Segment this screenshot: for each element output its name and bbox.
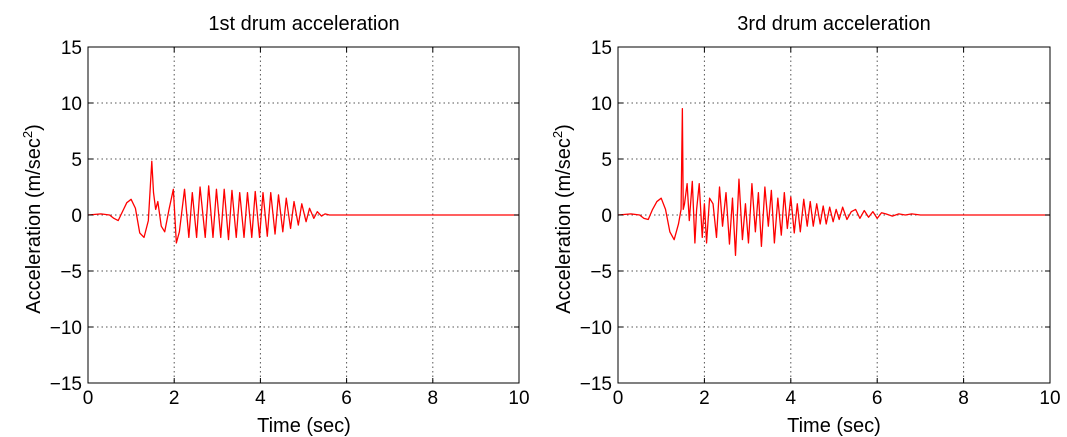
chart-panel-3rd-drum: 3rd drum acceleration Time (sec) Acceler… [550,13,1061,437]
chart-panel-1st-drum: 1st drum acceleration Time (sec) Acceler… [20,13,530,437]
x-tick-label: 8 [958,388,969,409]
y-tick-label: 5 [71,150,82,171]
y-tick-label: 10 [61,94,82,115]
x-tick-label: 2 [169,388,180,409]
series-line [87,160,519,244]
y-axis-label-close: ) [553,124,575,131]
x-tick-label: 10 [508,388,529,409]
x-tick-label: 8 [428,388,439,409]
y-tick-label: 15 [61,38,82,59]
y-axis-label-main: Acceleration (m/sec [553,138,575,314]
x-tick-label: 6 [872,388,883,409]
y-tick-label: −10 [580,318,612,339]
y-tick-label: 5 [601,150,612,171]
x-tick-label: 6 [341,388,352,409]
x-tick-label: 0 [83,388,94,409]
x-axis-label: Time (sec) [787,415,881,437]
x-tick-label: 2 [699,388,710,409]
x-tick-label: 4 [786,388,797,409]
y-axis-label: Acceleration (m/sec2) [20,124,45,314]
y-tick-label: −15 [580,374,612,395]
y-axis-label: Acceleration (m/sec2) [550,124,575,314]
y-tick-label: 0 [71,206,82,227]
y-axis-label-main: Acceleration (m/sec [23,138,45,314]
series-line [617,107,1050,256]
chart-title: 3rd drum acceleration [737,13,930,35]
x-tick-label: 10 [1039,388,1060,409]
y-tick-label: 15 [591,38,612,59]
x-tick-label: 4 [255,388,266,409]
y-tick-label: −10 [50,318,82,339]
y-tick-label: 10 [591,94,612,115]
chart-title: 1st drum acceleration [208,13,399,35]
y-tick-label: −5 [590,262,612,283]
y-axis-label-superscript: 2 [550,131,565,138]
x-tick-label: 0 [613,388,624,409]
y-axis-label-superscript: 2 [20,131,35,138]
y-tick-label: −15 [50,374,82,395]
y-tick-label: −5 [60,262,82,283]
y-axis-label-close: ) [23,124,45,131]
x-axis-label: Time (sec) [257,415,351,437]
y-tick-label: 0 [601,206,612,227]
